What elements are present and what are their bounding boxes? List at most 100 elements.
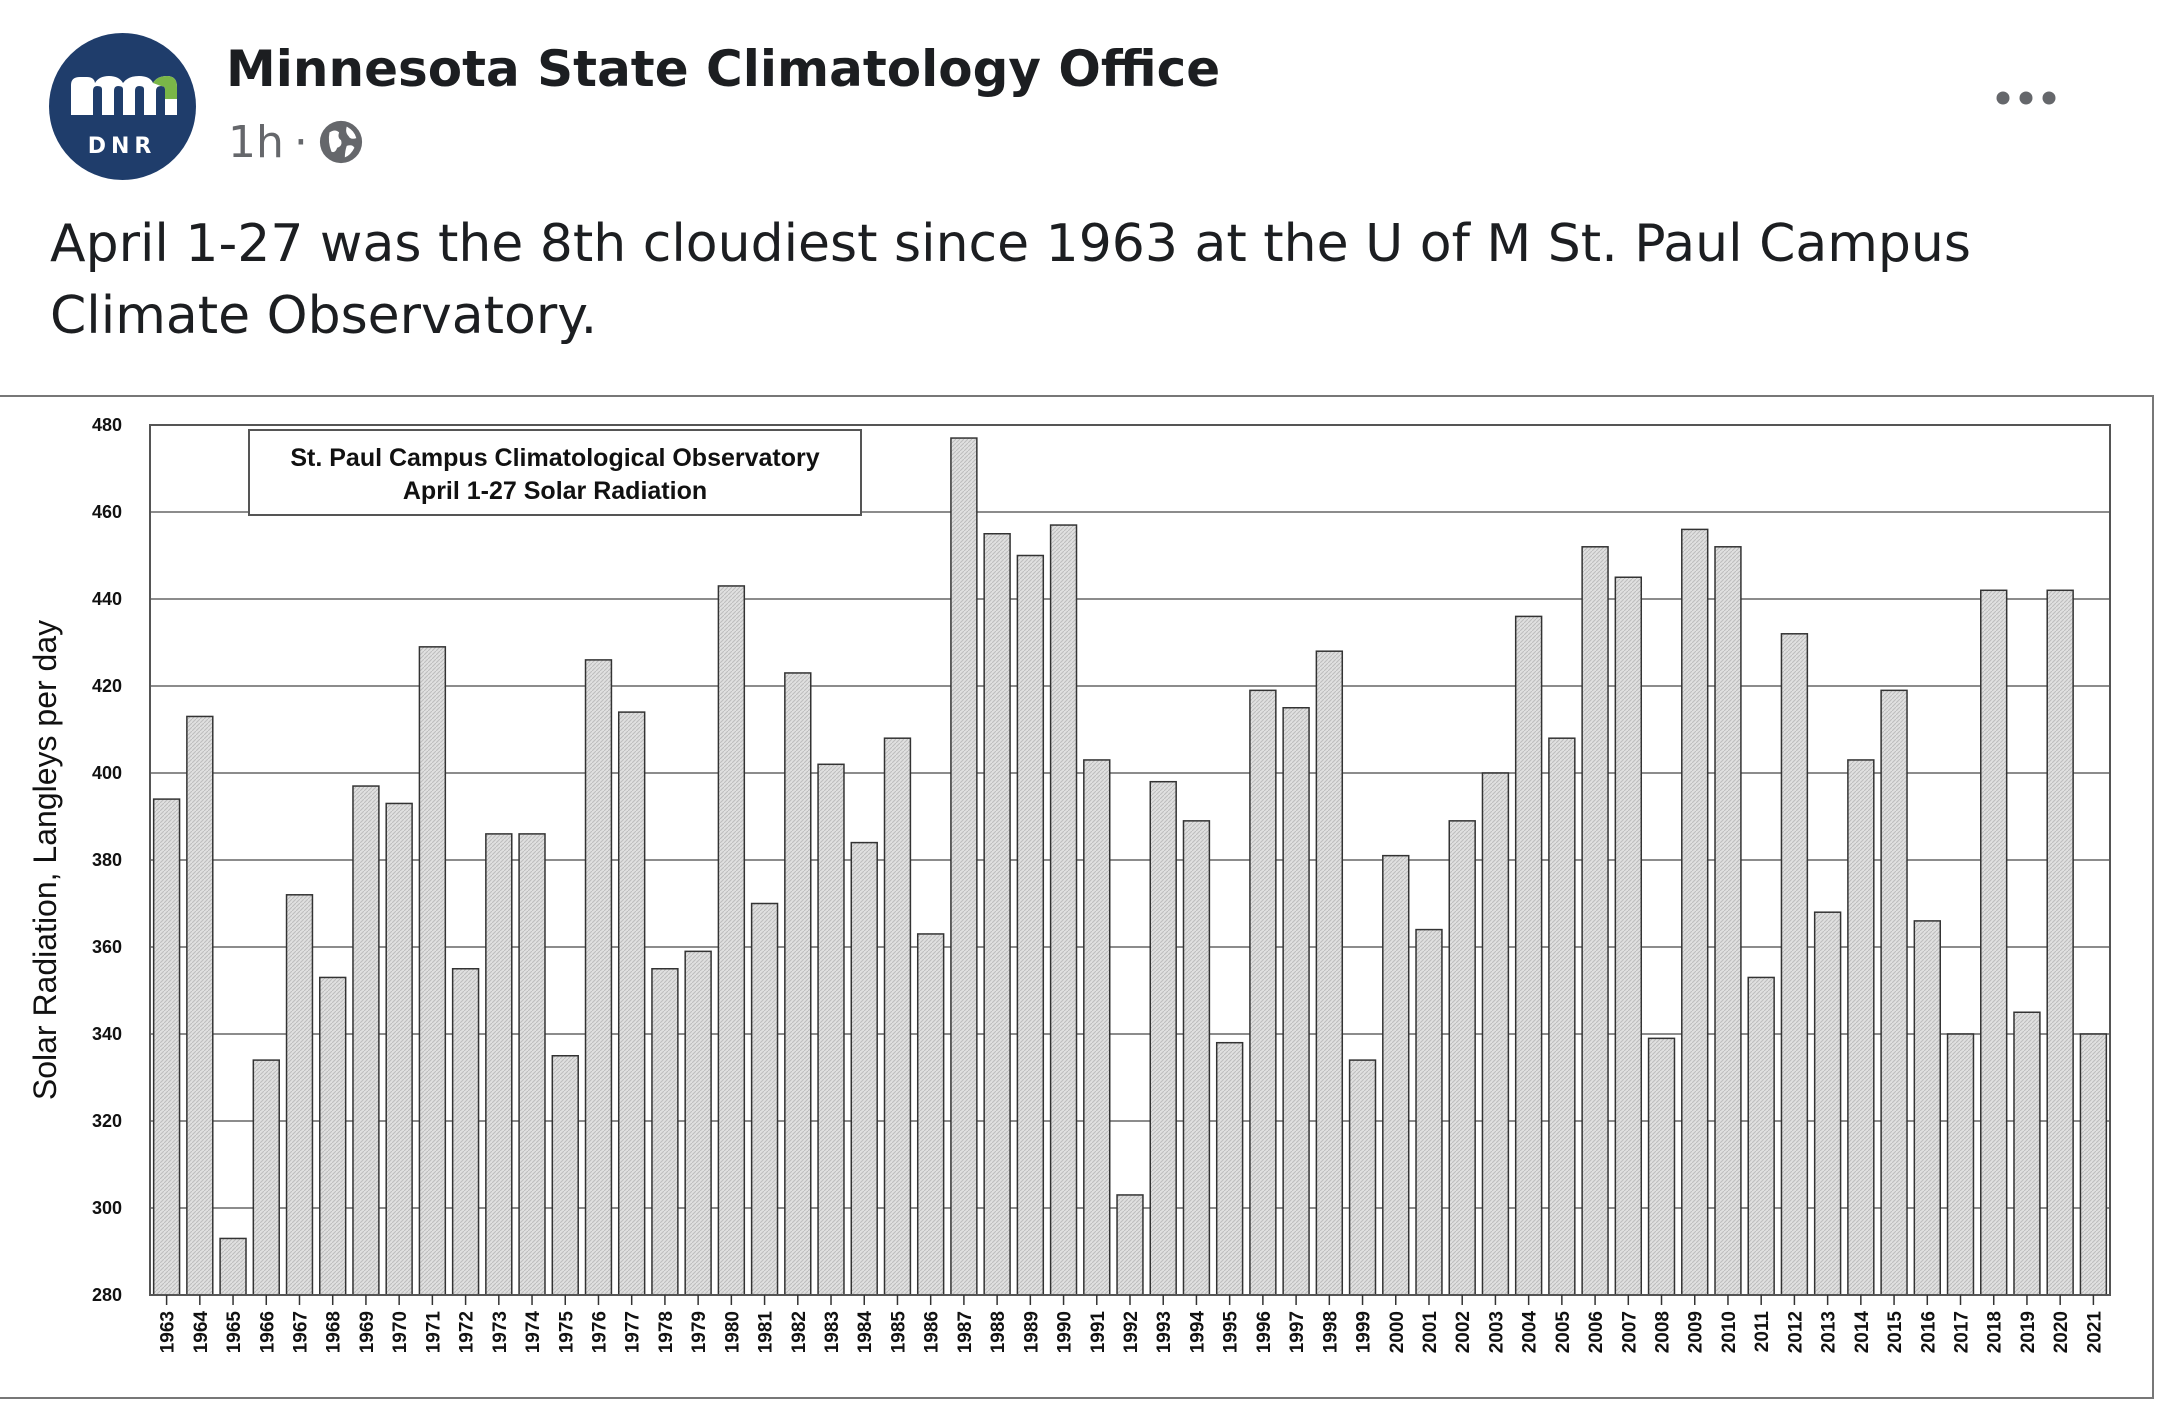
x-tick-label: 2006	[1586, 1311, 1607, 1353]
bars	[152, 437, 2108, 1296]
bar-2018	[1980, 589, 2008, 1296]
x-tick-label: 2011	[1752, 1311, 1773, 1353]
x-tick-label: 2009	[1686, 1311, 1707, 1353]
bar-2005	[1548, 737, 1576, 1296]
bar-1967	[285, 894, 314, 1296]
y-tick-label: 460	[92, 502, 122, 522]
bar-1999	[1348, 1059, 1377, 1296]
x-tick-label: 1981	[756, 1311, 777, 1354]
bar-1992	[1116, 1194, 1144, 1296]
bar-2007	[1614, 576, 1643, 1296]
y-axis-label: Solar Radiation, Langleys per day	[27, 620, 63, 1100]
y-tick-labels: 280 300 320 340 360 380 400 420 440 460 480	[92, 415, 122, 1305]
bar-1972	[451, 968, 480, 1296]
bar-1995	[1215, 1041, 1244, 1296]
x-tick-label: 2008	[1653, 1311, 1674, 1353]
x-tick-label: 2010	[1719, 1311, 1740, 1353]
post-time-link[interactable]: 1h	[228, 116, 284, 168]
x-tick-label: 1976	[589, 1311, 610, 1353]
bar-2010	[1714, 546, 1742, 1296]
y-tick-label: 380	[92, 850, 122, 870]
page-name-link[interactable]: Minnesota State Climatology Office	[226, 40, 1221, 98]
bar-2002	[1448, 820, 1476, 1296]
x-tick-label: 1979	[689, 1311, 710, 1353]
bar-1991	[1083, 759, 1111, 1296]
bar-1989	[1016, 554, 1045, 1296]
x-tick-label: 1973	[490, 1311, 511, 1353]
x-tick-label: 2004	[1520, 1311, 1541, 1354]
x-tick-label: 2021	[2084, 1311, 2105, 1354]
x-tick-label: 1999	[1354, 1311, 1375, 1353]
x-tick-label: 1964	[191, 1311, 212, 1354]
y-tick-label: 480	[92, 415, 122, 435]
x-tick-label: 1991	[1088, 1311, 1109, 1354]
bar-1976	[584, 659, 613, 1296]
x-tick-label: 1993	[1154, 1311, 1175, 1353]
bar-1993	[1149, 780, 1177, 1296]
bar-1973	[485, 833, 513, 1296]
x-tick-label: 1984	[855, 1311, 876, 1354]
y-tick-label: 440	[92, 589, 122, 609]
bar-1978	[651, 968, 679, 1296]
x-tick-label: 1986	[922, 1311, 943, 1353]
bar-1966	[252, 1059, 280, 1296]
x-tick-label: 1975	[556, 1311, 577, 1354]
globe-icon[interactable]	[318, 119, 364, 165]
y-tick-label: 320	[92, 1111, 122, 1131]
x-tick-label: 1983	[822, 1311, 843, 1353]
bar-1983	[817, 763, 845, 1296]
meta-separator: ·	[293, 116, 308, 168]
x-tick-label: 2018	[1985, 1311, 2006, 1353]
bar-1996	[1249, 689, 1277, 1296]
bar-2000	[1382, 854, 1410, 1296]
bar-1998	[1315, 650, 1344, 1296]
more-options-button[interactable]	[1990, 72, 2062, 124]
bar-2013	[1813, 911, 1842, 1296]
x-tick-label: 1965	[224, 1311, 245, 1354]
bar-2012	[1780, 633, 1809, 1296]
bar-2021	[2079, 1033, 2108, 1296]
x-tick-label: 1992	[1121, 1311, 1142, 1353]
bar-2011	[1747, 976, 1775, 1296]
y-tick-label: 400	[92, 763, 122, 783]
bar-1997	[1282, 707, 1310, 1296]
x-tick-label: 2002	[1453, 1311, 1474, 1353]
bar-2016	[1913, 920, 1941, 1296]
y-tick-label: 280	[92, 1285, 122, 1305]
bar-2015	[1880, 689, 1908, 1296]
x-tick-label: 2012	[1785, 1311, 1806, 1353]
bar-2014	[1847, 759, 1875, 1296]
post-header: DNR Minnesota State Climatology Office 1…	[0, 0, 2160, 200]
chart-subtitle: April 1-27 Solar Radiation	[403, 477, 707, 505]
bar-1990	[1049, 524, 1078, 1296]
bar-1985	[883, 737, 912, 1296]
x-tick-label: 2019	[2018, 1311, 2039, 1353]
x-tick-label: 1987	[955, 1311, 976, 1353]
bar-1963	[152, 798, 181, 1296]
more-horizontal-icon	[1996, 91, 2056, 105]
bar-2004	[1514, 615, 1543, 1296]
bar-2017	[1946, 1033, 1975, 1296]
avatar[interactable]: DNR	[49, 33, 196, 180]
x-tick-label: 2014	[1852, 1311, 1873, 1354]
bar-1980	[717, 585, 746, 1296]
y-tick-label: 300	[92, 1198, 122, 1218]
x-tick-label: 2020	[2051, 1311, 2072, 1353]
bar-1986	[916, 933, 945, 1296]
bar-1975	[551, 1055, 579, 1296]
x-tick-label: 1967	[290, 1311, 311, 1353]
bar-1987	[950, 437, 978, 1296]
bar-1965	[219, 1237, 247, 1296]
bar-1969	[352, 785, 380, 1296]
bar-1970	[385, 802, 413, 1296]
x-tick-label: 2001	[1420, 1311, 1441, 1354]
x-tick-label: 1995	[1221, 1311, 1242, 1354]
post-text: April 1-27 was the 8th cloudiest since 1…	[50, 214, 1971, 346]
bar-1979	[684, 950, 712, 1296]
x-tick-label: 1988	[988, 1311, 1009, 1353]
bar-1981	[750, 902, 779, 1296]
x-tick-label: 1970	[390, 1311, 411, 1353]
x-tick-label: 1963	[158, 1311, 179, 1353]
x-tick-label: 1998	[1320, 1311, 1341, 1353]
